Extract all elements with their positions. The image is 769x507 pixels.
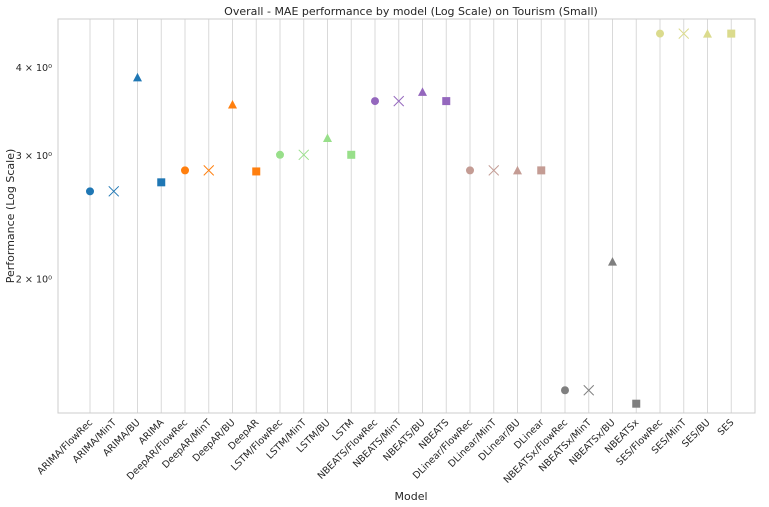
point-circle <box>86 187 94 196</box>
point-x-stroke <box>203 165 215 176</box>
point-square <box>252 167 261 176</box>
point-circle <box>656 29 664 38</box>
point-circle <box>181 166 189 175</box>
point-triangle <box>228 100 237 109</box>
point-x <box>678 28 690 39</box>
point-circle <box>371 97 379 106</box>
point-x <box>488 165 500 176</box>
y-tick-label: 3 × 10⁰ <box>16 151 52 162</box>
y-tick-label: 4 × 10⁰ <box>16 63 52 74</box>
x-axis-label: Model <box>394 490 427 503</box>
point-x <box>583 384 595 396</box>
point-square <box>347 150 356 159</box>
point-circle <box>561 386 569 395</box>
point-square <box>442 97 451 106</box>
point-x <box>108 185 120 197</box>
point-x-stroke <box>678 28 690 39</box>
point-square <box>632 399 641 408</box>
point-circle <box>466 166 474 175</box>
point-square <box>157 178 166 187</box>
point-x-stroke <box>583 384 595 396</box>
point-x-stroke <box>108 185 120 197</box>
y-axis-label: Performance (Log Scale) <box>4 149 17 284</box>
point-x <box>298 149 310 161</box>
point-x <box>203 165 215 176</box>
point-triangle <box>513 165 522 175</box>
point-triangle <box>323 133 332 143</box>
point-x-stroke <box>393 95 405 107</box>
point-triangle <box>418 87 427 96</box>
point-square <box>537 166 546 175</box>
point-triangle <box>608 257 617 266</box>
point-x-stroke <box>298 149 310 161</box>
point-triangle <box>703 29 712 38</box>
point-triangle <box>133 72 142 82</box>
y-tick-label: 2 × 10⁰ <box>16 274 52 285</box>
point-square <box>727 29 736 38</box>
point-x-stroke <box>488 165 500 176</box>
point-circle <box>276 150 284 159</box>
data-points <box>86 28 736 408</box>
point-x <box>393 95 405 107</box>
gridlines <box>89 19 732 413</box>
y-axis-ticks: 2 × 10⁰ 3 × 10⁰ 4 × 10⁰ <box>16 63 52 285</box>
plot-area <box>57 18 756 414</box>
x-axis-ticks: ARIMA/FlowRecARIMA/MinTARIMA/BUARIMADeep… <box>35 417 736 486</box>
chart-title: Overall - MAE performance by model (Log … <box>224 5 598 18</box>
x-tick-label: SES <box>716 417 737 438</box>
